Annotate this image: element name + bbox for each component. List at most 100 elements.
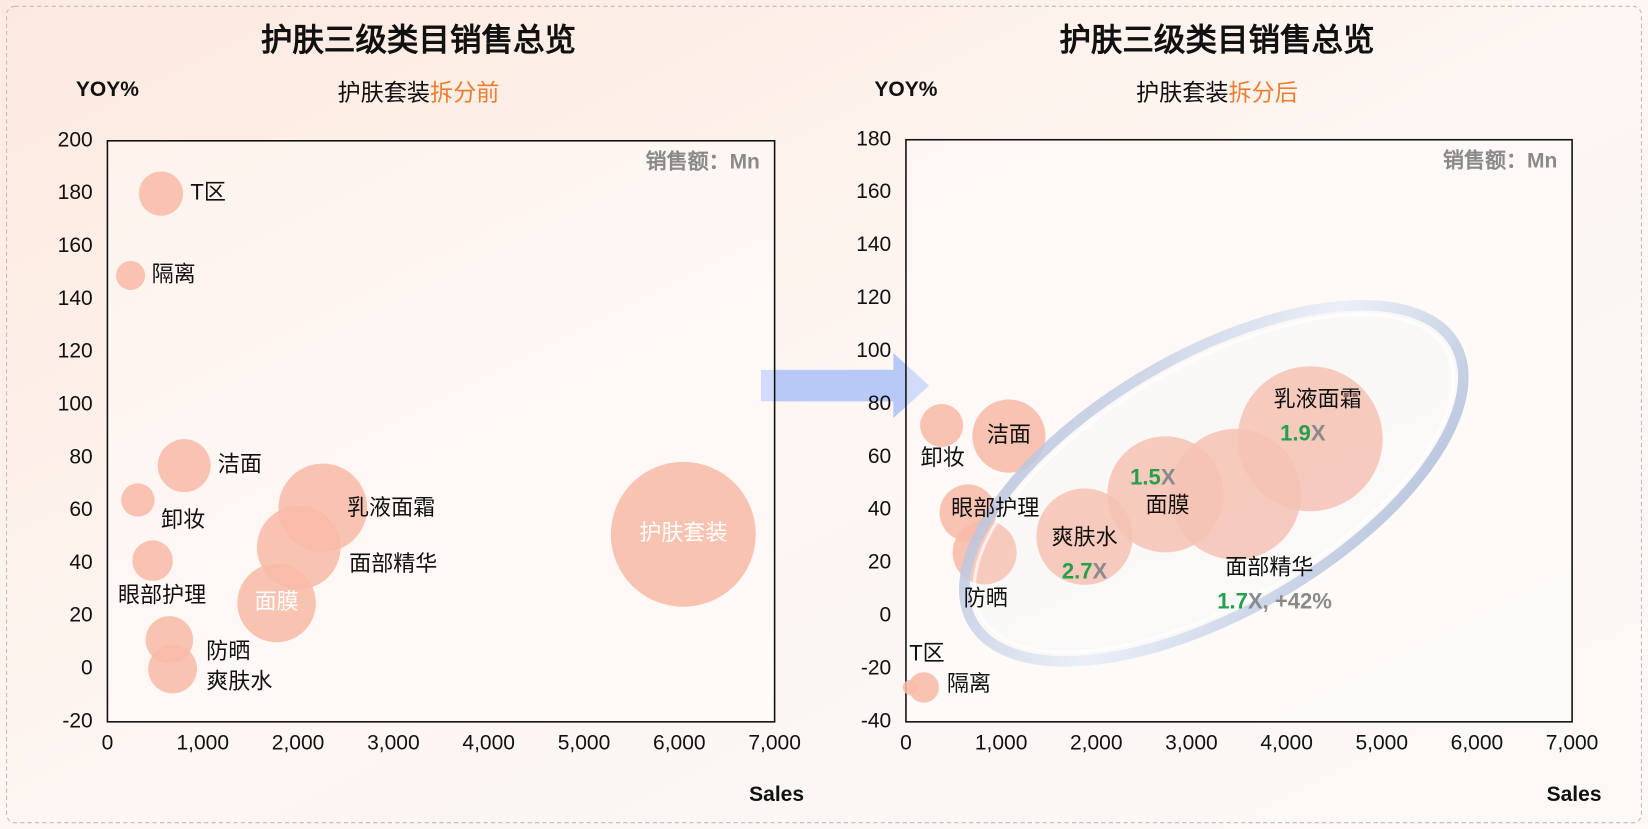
bubble [116, 260, 146, 291]
bubble [610, 461, 756, 607]
y-tick-label: 60 [868, 445, 891, 468]
y-tick-label: 180 [856, 127, 891, 150]
y-tick-label: 140 [856, 233, 891, 256]
annotation: 1.5X [1130, 464, 1176, 489]
annotation-unit: X [1161, 464, 1176, 489]
bubble-label: 爽肤水 [1052, 525, 1118, 550]
x-tick-label: 4,000 [1260, 731, 1313, 754]
arrow [760, 353, 930, 419]
size-note: 销售额：Mn [1443, 148, 1557, 172]
bubble-label: 卸妆 [161, 507, 205, 532]
x-axis-label: Sales [1547, 783, 1602, 806]
annotation-unit: X [1093, 558, 1108, 583]
bubble [148, 644, 198, 694]
x-tick-label: 0 [102, 731, 114, 754]
plot-area [106, 140, 776, 723]
x-tick-label: 4,000 [462, 731, 515, 754]
x-tick-label: 5,000 [1355, 731, 1408, 754]
bubble-label: 面膜 [255, 589, 299, 614]
bubble-label: 隔离 [947, 671, 991, 696]
frame [6, 5, 1642, 824]
y-tick-label: 0 [81, 657, 93, 680]
lens-decoration [959, 300, 1469, 667]
bubble-label: 卸妆 [921, 445, 965, 470]
annotation-unit: X, +42% [1248, 588, 1332, 613]
subtitle: 护肤套装拆分后 [1136, 80, 1298, 106]
x-tick-label: 2,000 [272, 731, 325, 754]
y-tick-label: 100 [856, 339, 891, 362]
x-tick-label: 3,000 [1165, 731, 1218, 754]
y-tick-label: 40 [868, 498, 891, 521]
y-tick-label: 120 [58, 340, 93, 363]
annotation-value: 1.7 [1217, 588, 1248, 613]
chart-title: 护肤三级类目销售总览 [261, 21, 576, 57]
bubble [972, 399, 1046, 473]
chart-title: 护肤三级类目销售总览 [1059, 21, 1374, 57]
bubble [138, 171, 184, 216]
annotation: 1.9X [1280, 420, 1326, 445]
y-axis-label: YOY% [874, 78, 937, 101]
x-tick-label: 6,000 [1451, 731, 1504, 754]
bubble-label: 眼部护理 [951, 495, 1039, 520]
y-axis-label: YOY% [76, 78, 139, 101]
y-tick-label: 180 [58, 181, 93, 204]
x-tick-label: 7,000 [748, 731, 801, 754]
chart-before: 护肤三级类目销售总览护肤套装拆分前YOY%Sales销售额：Mn-2002040… [58, 21, 804, 806]
bubble-label: 洁面 [987, 422, 1031, 447]
bubble-label: 隔离 [152, 261, 196, 286]
y-tick-label: 20 [69, 604, 92, 627]
bubble [908, 672, 939, 703]
size-note: 销售额：Mn [646, 149, 760, 173]
y-tick-label: 120 [856, 286, 891, 309]
annotation-value: 1.9 [1280, 420, 1311, 445]
x-tick-label: 1,000 [975, 731, 1028, 754]
subtitle: 护肤套装拆分前 [338, 80, 500, 106]
subtitle-main: 护肤套装 [338, 80, 430, 106]
y-tick-label: -20 [861, 656, 891, 679]
y-tick-label: 60 [69, 498, 92, 521]
bubble [920, 403, 964, 448]
y-tick-label: 20 [868, 551, 891, 574]
bubble-label: 防晒 [964, 586, 1008, 611]
x-tick-label: 5,000 [558, 731, 611, 754]
y-tick-label: 0 [880, 604, 892, 627]
y-tick-label: 160 [856, 180, 891, 203]
y-tick-label: 40 [69, 551, 92, 574]
bubble-label: 面膜 [1146, 493, 1190, 518]
bubble-label: T区 [909, 641, 945, 666]
bubble [1036, 488, 1133, 585]
bubble-label: 爽肤水 [206, 668, 272, 693]
x-tick-label: 0 [900, 731, 912, 754]
bubble-label: 洁面 [218, 451, 262, 476]
bubble [121, 483, 155, 517]
y-tick-label: 160 [58, 234, 93, 257]
y-tick-label: 80 [868, 392, 891, 415]
bubble-label: 乳液面霜 [347, 495, 435, 520]
x-tick-label: 3,000 [367, 731, 420, 754]
bubble [237, 563, 316, 643]
y-tick-label: 200 [58, 128, 93, 151]
bubble [1237, 366, 1383, 512]
x-tick-label: 2,000 [1070, 731, 1123, 754]
y-tick-label: -40 [861, 709, 891, 732]
annotation-unit: X [1311, 420, 1326, 445]
y-tick-label: 140 [58, 287, 93, 310]
bubble-label: T区 [190, 179, 226, 204]
bubble-label: 乳液面霜 [1273, 387, 1361, 412]
annotation: 2.7X [1062, 558, 1108, 583]
subtitle-highlight: 拆分前 [430, 80, 499, 106]
x-tick-label: 1,000 [176, 731, 229, 754]
bubble-label: 眼部护理 [118, 582, 206, 607]
y-tick-label: -20 [62, 709, 92, 732]
bubble-label: 面部精华 [1225, 555, 1313, 580]
bubble [157, 439, 211, 493]
bubble-label: 防晒 [206, 638, 250, 663]
annotation-value: 1.5 [1130, 464, 1161, 489]
x-tick-label: 6,000 [653, 731, 706, 754]
bubble [132, 540, 173, 582]
annotation-value: 2.7 [1062, 558, 1093, 583]
annotation: 1.7X, +42% [1217, 588, 1332, 613]
